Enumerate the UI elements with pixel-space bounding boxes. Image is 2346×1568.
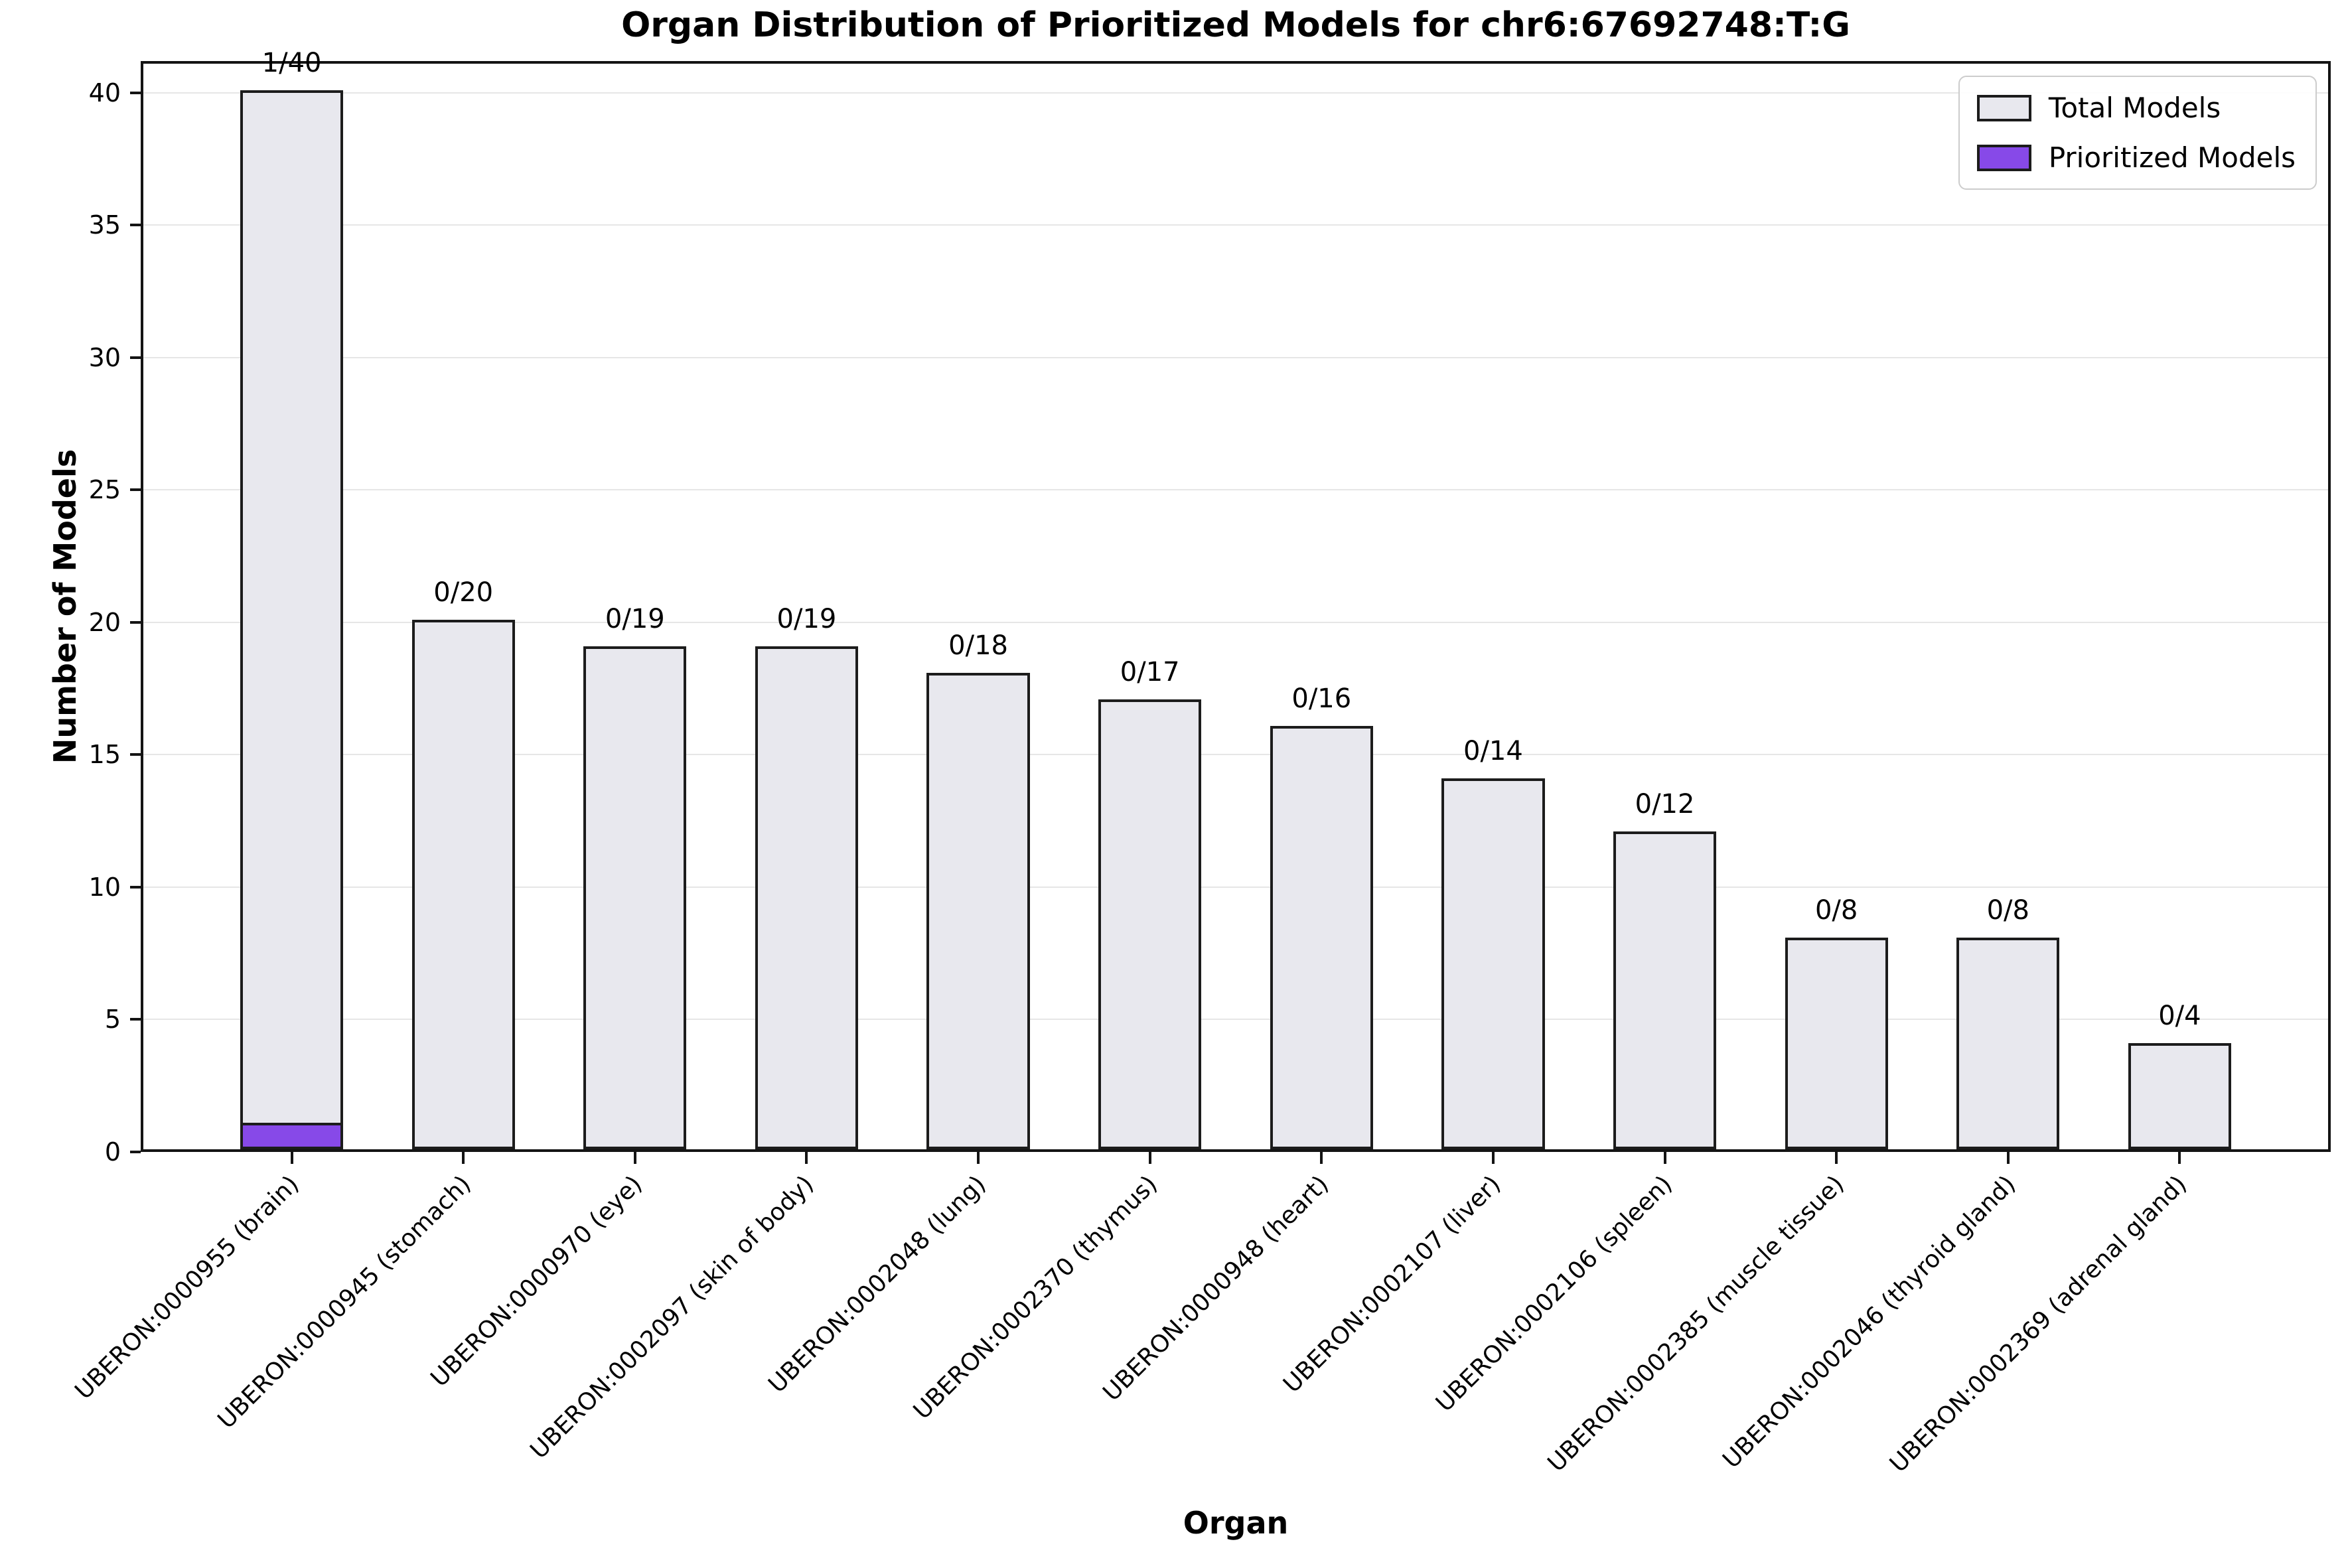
- x-tick-mark: [1663, 1152, 1666, 1164]
- y-tick-mark: [130, 1151, 141, 1153]
- x-tick-label: UBERON:0002046 (thyroid gland): [1717, 1171, 2021, 1474]
- legend-item-label: Prioritized Models: [2048, 141, 2296, 174]
- bar-value-label: 1/40: [261, 47, 322, 78]
- x-tick-mark: [2178, 1152, 2181, 1164]
- bar-total-models: [2128, 1043, 2231, 1149]
- x-tick-mark: [1491, 1152, 1495, 1164]
- legend-item: Total Models: [1976, 92, 2296, 124]
- bar-total-models: [240, 90, 344, 1149]
- y-tick-mark: [130, 620, 141, 624]
- y-tick-mark: [130, 91, 141, 94]
- bar-value-label: 0/17: [1120, 656, 1180, 687]
- legend: Total Models Prioritized Models: [1958, 76, 2317, 190]
- bar-total-models: [583, 646, 687, 1149]
- bar-value-label: 0/16: [1291, 683, 1352, 714]
- x-tick-mark: [805, 1152, 808, 1164]
- x-tick-mark: [1835, 1152, 1838, 1164]
- x-tick-mark: [462, 1152, 465, 1164]
- x-tick-mark: [290, 1152, 293, 1164]
- x-tick-mark: [977, 1152, 980, 1164]
- gridline: [143, 489, 2328, 491]
- bar-total-models: [1613, 831, 1717, 1149]
- legend-item: Prioritized Models: [1976, 141, 2296, 174]
- y-tick-mark: [130, 488, 141, 492]
- y-tick-mark: [130, 356, 141, 359]
- x-tick-mark: [633, 1152, 636, 1164]
- x-tick-label: UBERON:0002369 (adrenal gland): [1885, 1171, 2193, 1478]
- bar-total-models: [926, 672, 1030, 1149]
- x-tick-label: UBERON:0002097 (skin of body): [525, 1171, 820, 1464]
- gridline: [143, 92, 2328, 94]
- bar-value-label: 0/19: [776, 603, 837, 634]
- bar-value-label: 0/14: [1463, 736, 1523, 767]
- x-tick-mark: [2006, 1152, 2010, 1164]
- y-tick-mark: [130, 753, 141, 756]
- gridline: [143, 1019, 2328, 1021]
- chart-title: Organ Distribution of Prioritized Models…: [621, 5, 1850, 45]
- y-tick-label: 35: [88, 210, 121, 240]
- bar-value-label: 0/18: [948, 630, 1008, 661]
- y-axis-label: Number of Models: [47, 449, 83, 764]
- bar-total-models: [411, 619, 515, 1149]
- gridline: [143, 356, 2328, 358]
- bar-total-models: [755, 646, 859, 1149]
- y-tick-label: 25: [88, 475, 121, 505]
- bar-prioritized-models: [240, 1123, 344, 1149]
- bar-total-models: [1956, 937, 2060, 1149]
- bar-total-models: [1098, 699, 1202, 1149]
- x-axis-label: Organ: [1183, 1505, 1289, 1541]
- total-models-swatch: [1976, 94, 2031, 121]
- gridline: [143, 754, 2328, 756]
- bar-value-label: 0/12: [1635, 789, 1695, 820]
- gridline: [143, 224, 2328, 226]
- bar-total-models: [1441, 778, 1545, 1149]
- y-tick-label: 5: [104, 1005, 121, 1034]
- y-tick-label: 20: [88, 607, 121, 637]
- bar-total-models: [1270, 725, 1373, 1149]
- prioritized-models-swatch: [1976, 144, 2031, 171]
- x-tick-mark: [1320, 1152, 1323, 1164]
- y-tick-mark: [130, 224, 141, 227]
- y-tick-mark: [130, 885, 141, 889]
- bar-value-label: 0/20: [433, 577, 494, 608]
- y-tick-label: 10: [88, 872, 121, 902]
- y-tick-label: 40: [88, 78, 121, 107]
- gridline: [143, 621, 2328, 623]
- x-tick-label: UBERON:0002385 (muscle tissue): [1542, 1171, 1850, 1478]
- bar-value-label: 0/19: [605, 603, 665, 634]
- bar-value-label: 0/8: [1986, 894, 2029, 926]
- bar-total-models: [1785, 937, 1888, 1149]
- y-tick-label: 15: [88, 740, 121, 770]
- gridline: [143, 886, 2328, 888]
- x-tick-mark: [1148, 1152, 1151, 1164]
- legend-item-label: Total Models: [2048, 92, 2221, 124]
- bar-value-label: 0/8: [1814, 894, 1858, 926]
- y-tick-label: 0: [104, 1137, 121, 1167]
- y-tick-mark: [130, 1018, 141, 1021]
- y-tick-label: 30: [88, 342, 121, 372]
- bar-value-label: 0/4: [2158, 1001, 2201, 1032]
